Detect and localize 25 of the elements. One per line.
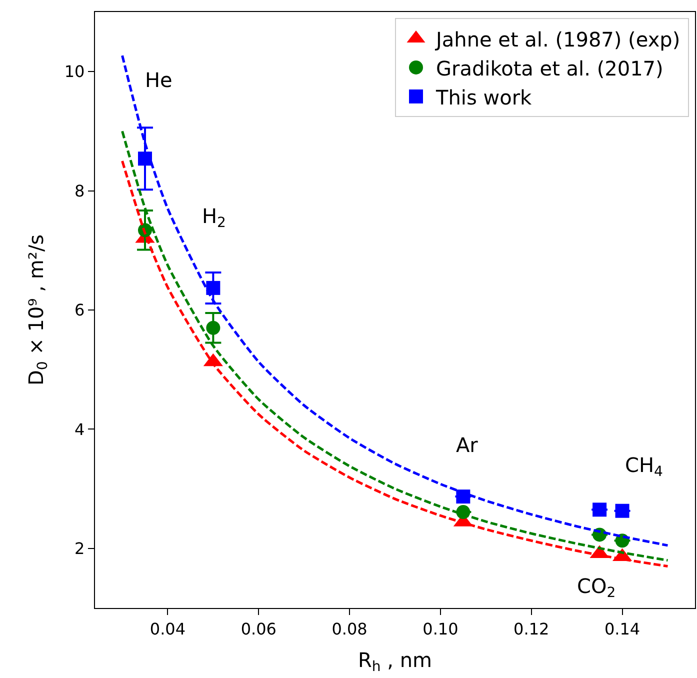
annotation: CO$_{2}$	[577, 574, 616, 602]
y-tick-label: 8	[74, 181, 85, 200]
annotation: H$_{2}$	[202, 204, 226, 232]
point	[206, 280, 220, 295]
x-tick-label: 0.12	[514, 619, 550, 638]
legend-label: This work	[435, 85, 532, 110]
x-axis-title: R$_{h}$ , nm	[358, 648, 432, 675]
x-tick-label: 0.08	[332, 619, 368, 638]
point	[615, 504, 630, 518]
annotation: He	[145, 68, 172, 92]
x-tick-label: 0.04	[150, 619, 186, 638]
line-series	[121, 54, 669, 547]
y-tick-label: 4	[74, 420, 85, 439]
point	[592, 502, 607, 517]
y-tick-label: 10	[64, 62, 85, 82]
x-tick-label: 0.14	[604, 619, 640, 638]
point	[206, 320, 220, 335]
legend-label: Gradikota et al. (2017)	[436, 56, 664, 80]
x-tick-label: 0.06	[240, 619, 276, 638]
annotation: CH$_{4}$	[625, 453, 664, 480]
x-tick-label: 0.10	[422, 619, 458, 638]
y-tick-label: 2	[74, 539, 85, 558]
y-tick-label: 6	[74, 300, 85, 320]
legend-label: Jahne et al. (1987) (exp)	[434, 27, 680, 52]
annotation: Ar	[456, 433, 479, 457]
